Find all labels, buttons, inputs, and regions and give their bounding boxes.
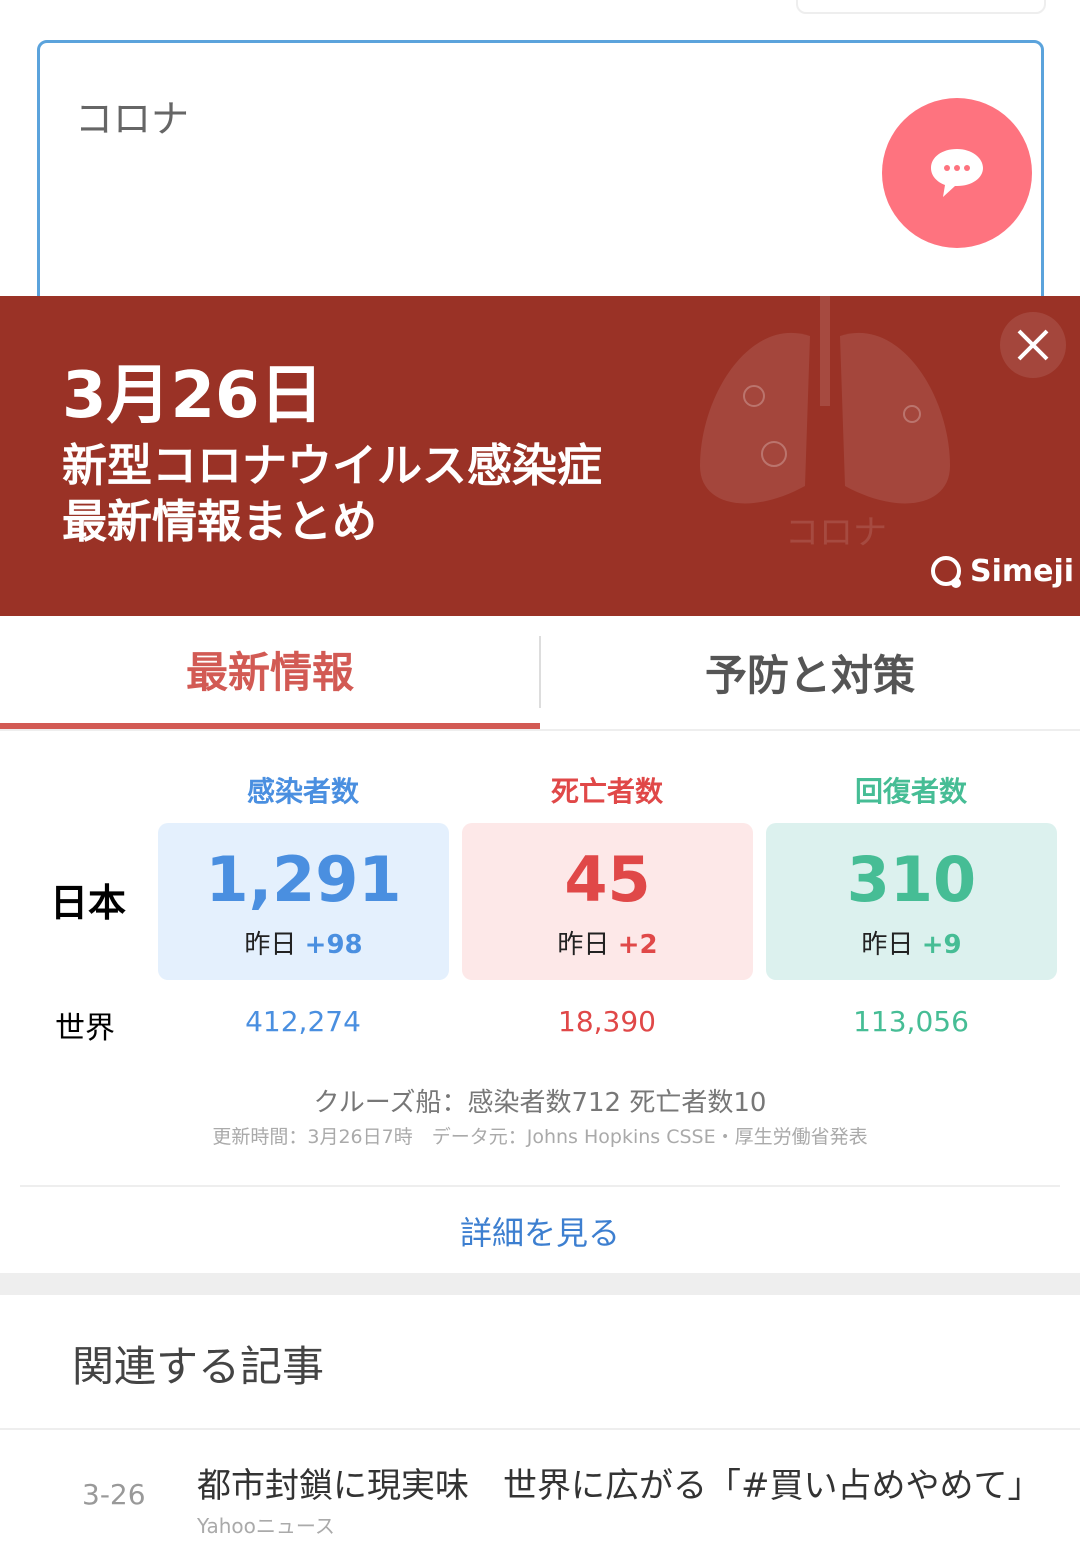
close-icon [1017, 329, 1049, 361]
japan-recovered-delta: +9 [921, 930, 962, 960]
japan-deaths-card: 45 昨日 +2 [462, 823, 753, 980]
tab-latest[interactable]: 最新情報 [0, 616, 540, 729]
world-recovered: 113,056 [853, 1005, 969, 1038]
header-recovered: 回復者数 [854, 775, 967, 808]
watermark-text: コロナ [785, 513, 887, 553]
yesterday-label: 昨日 [861, 930, 914, 960]
divider [0, 1428, 1080, 1430]
yesterday-label: 昨日 [557, 930, 610, 960]
tab-prevention[interactable]: 予防と対策 [704, 651, 915, 700]
banner-date: 3月26日 [62, 359, 324, 433]
cruise-ship-stats: クルーズ船：感染者数712 死亡者数10 [313, 1088, 767, 1118]
chat-bubble-icon [931, 149, 983, 197]
simeji-logo-icon [931, 555, 961, 588]
yesterday-label: 昨日 [244, 930, 297, 960]
japan-infected: 1,291 [205, 843, 402, 916]
tab-divider [539, 636, 541, 708]
brand-name: Simeji [970, 554, 1075, 589]
close-button[interactable] [1000, 312, 1066, 378]
article-date: 3-26 [82, 1478, 146, 1511]
japan-deaths-delta: +2 [617, 930, 658, 960]
world-deaths: 18,390 [558, 1005, 656, 1038]
update-info: 更新時間：3月26日7時 データ元：Johns Hopkins CSSE・厚生労… [212, 1126, 868, 1148]
banner-title: 新型コロナウイルス感染症 最新情報まとめ [62, 438, 602, 550]
banner-title-line1: 新型コロナウイルス感染症 [62, 439, 603, 492]
search-input[interactable]: コロナ [37, 40, 1044, 340]
japan-recovered-card: 310 昨日 +9 [766, 823, 1057, 980]
header-deaths: 死亡者数 [550, 775, 663, 808]
covid-banner: コロナ 3月26日 新型コロナウイルス感染症 最新情報まとめ Simeji [0, 296, 1080, 616]
japan-deaths: 45 [564, 843, 651, 916]
search-input-text: コロナ [75, 97, 190, 141]
japan-infected-card: 1,291 昨日 +98 [158, 823, 449, 980]
japan-infected-delta: +98 [304, 930, 363, 960]
chat-button[interactable] [882, 98, 1032, 248]
japan-label: 日本 [50, 881, 127, 925]
banner-title-line2: 最新情報まとめ [62, 495, 378, 548]
header-infected: 感染者数 [246, 775, 359, 808]
related-articles-title: 関連する記事 [72, 1342, 325, 1391]
tab-bar: 最新情報 予防と対策 [0, 616, 1080, 731]
simeji-logo: Simeji [930, 554, 1074, 589]
lungs-icon: コロナ [700, 296, 950, 553]
divider [20, 1185, 1060, 1187]
japan-recovered: 310 [846, 843, 977, 916]
article-title[interactable]: 都市封鎖に現実味 世界に広がる「#買い占めやめて」 [197, 1466, 1042, 1506]
section-gap [0, 1273, 1080, 1295]
world-infected: 412,274 [245, 1005, 361, 1038]
world-label: 世界 [55, 1011, 115, 1046]
article-source: Yahooニュース [197, 1514, 335, 1538]
see-details-link[interactable]: 詳細を見る [459, 1214, 620, 1252]
top-box [796, 0, 1046, 14]
